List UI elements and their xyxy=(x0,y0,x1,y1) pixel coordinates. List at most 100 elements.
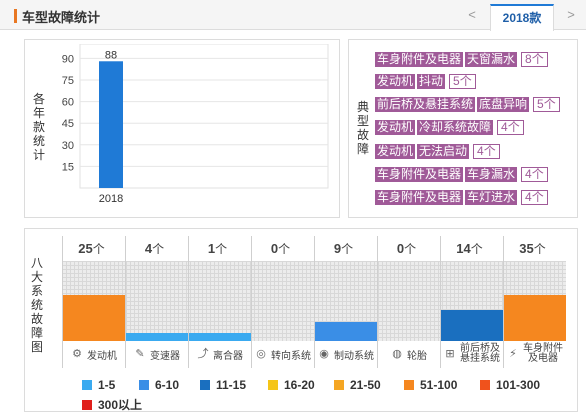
column-divider xyxy=(377,236,378,368)
system-label[interactable]: ⚡ 车身附件 及电器 xyxy=(503,342,566,366)
system-label[interactable]: ◉ 制动系统 xyxy=(314,342,377,366)
title-accent xyxy=(14,9,17,23)
tire-icon: ◍ xyxy=(392,348,402,360)
system-name: 发动机 xyxy=(87,350,117,362)
legend-label: 11-15 xyxy=(216,378,247,392)
system-count-unit: 个 xyxy=(533,242,546,256)
fault-count-badge: 4个 xyxy=(521,167,548,182)
system-label[interactable]: ⊞ 前后桥及 悬挂系统 xyxy=(440,342,503,366)
engine-icon: ⚙ xyxy=(72,348,82,360)
typical-fault-row[interactable]: 前后桥及悬挂系统 底盘异响 5个 xyxy=(375,97,560,112)
legend-item: 16-20 xyxy=(268,378,315,392)
system-label[interactable]: ⚙ 发动机 xyxy=(62,342,125,366)
column-divider xyxy=(503,236,504,368)
legend-item: 101-300 xyxy=(480,378,540,392)
system-count-unit: 个 xyxy=(278,242,291,256)
prev-year-button[interactable]: < xyxy=(468,7,476,22)
year-bar-chart: 15 30 45 60 75 90 88 2018 xyxy=(62,44,329,205)
system-counts-row: 25个 4个 1个 0个 9个 0个 14个 35个 xyxy=(60,238,564,260)
typical-fault-row[interactable]: 车身附件及电器 车身漏水 4个 xyxy=(375,167,548,182)
system-bar[interactable] xyxy=(503,295,566,341)
side-label-char: 八 xyxy=(30,256,43,270)
electric-icon: ⚡ xyxy=(509,348,517,360)
side-label-char: 障 xyxy=(356,142,369,156)
typical-fault-row[interactable]: 车身附件及电器 车灯进水 4个 xyxy=(375,190,548,205)
typical-fault-row[interactable]: 车身附件及电器 天窗漏水 8个 xyxy=(375,52,548,67)
legend-swatch xyxy=(82,399,92,410)
y-tick-label: 90 xyxy=(62,53,74,65)
header-bar: 车型故障统计 < 2018款 > xyxy=(0,0,586,31)
typical-fault-row[interactable]: 发动机 抖动 5个 xyxy=(375,74,476,89)
legend-item: 11-15 xyxy=(200,378,246,392)
side-label-char: 障 xyxy=(30,326,43,340)
tab-year[interactable]: 2018款 xyxy=(490,4,554,31)
system-name: 离合器 xyxy=(213,350,243,362)
legend-label: 6-10 xyxy=(155,378,180,392)
system-count-value: 25 xyxy=(78,241,93,256)
clutch-icon: ⤴ xyxy=(197,348,209,360)
side-label-char: 计 xyxy=(32,148,45,162)
system-label[interactable]: ✎ 变速器 xyxy=(125,342,188,366)
system-count: 9个 xyxy=(312,238,375,260)
system-count: 4个 xyxy=(123,238,186,260)
year-stats-label: 各年款统计 xyxy=(32,92,46,162)
side-label-char: 故 xyxy=(30,312,43,326)
legend-item: 51-100 xyxy=(404,378,457,392)
system-name: 转向系统 xyxy=(271,350,311,362)
typical-fault-row[interactable]: 发动机 冷却系统故障 4个 xyxy=(375,120,524,135)
system-name-line: 车身附件 xyxy=(523,343,563,354)
system-label[interactable]: ◍ 轮胎 xyxy=(377,342,440,366)
system-count: 14个 xyxy=(438,238,501,260)
fault-detail-tag: 底盘异响 xyxy=(477,97,530,112)
side-label-char: 典 xyxy=(356,100,369,114)
system-bar[interactable] xyxy=(314,322,377,341)
system-count-unit: 个 xyxy=(470,242,483,256)
system-count-value: 14 xyxy=(456,241,471,256)
side-label-char: 统 xyxy=(32,134,45,148)
y-tick-label: 60 xyxy=(62,97,74,109)
system-bar[interactable] xyxy=(62,295,125,341)
column-divider xyxy=(62,236,63,368)
legend-swatch xyxy=(268,380,278,390)
year-bar[interactable] xyxy=(99,61,123,188)
system-bar[interactable] xyxy=(125,333,188,341)
legend-item: 6-10 xyxy=(139,378,179,392)
fault-count-badge: 4个 xyxy=(521,190,548,205)
system-count-unit: 个 xyxy=(215,242,228,256)
system-icons-row: ⚙ 发动机 ✎ 变速器 ⤴ 离合器 ◎ 转向系统 ◉ 制动系统 ◍ 轮胎 ⊞ 前后桥及 悬挂系统 ⚡ 车身附件及… xyxy=(62,342,566,366)
side-label-char: 型 xyxy=(356,114,369,128)
column-divider xyxy=(188,236,189,368)
system-count-unit: 个 xyxy=(341,242,354,256)
system-label[interactable]: ◎ 转向系统 xyxy=(251,342,314,366)
fault-system-tag: 发动机 xyxy=(375,120,416,135)
system-count-value: 35 xyxy=(519,241,534,256)
legend-swatch xyxy=(480,380,490,390)
legend-item: 300以上 xyxy=(82,396,142,413)
system-count: 1个 xyxy=(186,238,249,260)
system-bar[interactable] xyxy=(188,333,251,341)
system-count-value: 0 xyxy=(270,241,279,256)
fault-count-badge: 8个 xyxy=(521,52,548,67)
typical-fault-row[interactable]: 发动机 无法启动 4个 xyxy=(375,144,500,159)
side-label-char: 大 xyxy=(30,270,43,284)
fault-detail-tag: 车灯进水 xyxy=(465,190,518,205)
next-year-button[interactable]: > xyxy=(567,7,575,22)
legend-label: 16-20 xyxy=(284,378,315,392)
system-name-line: 前后桥及 xyxy=(460,343,500,354)
system-count: 25个 xyxy=(60,238,123,260)
system-count-unit: 个 xyxy=(404,242,417,256)
fault-count-badge: 4个 xyxy=(497,120,524,135)
system-label[interactable]: ⤴ 离合器 xyxy=(188,342,251,366)
fault-detail-tag: 天窗漏水 xyxy=(465,52,518,67)
typical-faults-label: 典型故障 xyxy=(356,100,370,156)
system-bar[interactable] xyxy=(440,310,503,341)
fault-detail-tag: 无法启动 xyxy=(417,144,470,159)
fault-system-tag: 车身附件及电器 xyxy=(375,167,464,182)
column-divider xyxy=(440,236,441,368)
side-label-char: 图 xyxy=(30,340,43,354)
system-count-value: 0 xyxy=(396,241,405,256)
legend-swatch xyxy=(82,380,92,390)
fault-count-badge: 5个 xyxy=(533,97,560,112)
y-tick-label: 45 xyxy=(62,118,74,130)
y-tick-label: 15 xyxy=(62,161,74,173)
